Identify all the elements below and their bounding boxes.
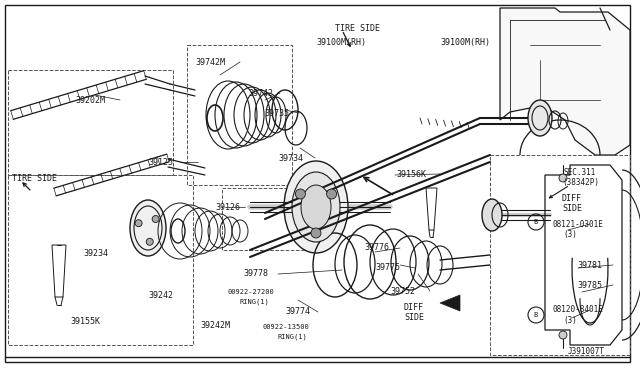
- Ellipse shape: [130, 200, 166, 256]
- Text: 00922-27200: 00922-27200: [227, 289, 274, 295]
- Text: 39781: 39781: [577, 260, 602, 269]
- Text: 00922-13500: 00922-13500: [263, 324, 310, 330]
- Text: 39156K: 39156K: [396, 170, 426, 179]
- Text: 39785: 39785: [577, 280, 602, 289]
- Circle shape: [311, 228, 321, 238]
- Ellipse shape: [528, 100, 552, 136]
- Text: B: B: [534, 312, 538, 318]
- Polygon shape: [500, 8, 630, 155]
- Ellipse shape: [284, 161, 348, 253]
- Text: 39202M: 39202M: [75, 96, 105, 105]
- Text: 08120-8401E: 08120-8401E: [553, 305, 604, 314]
- Circle shape: [152, 215, 159, 222]
- Circle shape: [559, 331, 567, 339]
- Text: 39752: 39752: [390, 286, 415, 295]
- Text: 39778: 39778: [243, 269, 268, 279]
- Text: SIDE: SIDE: [404, 314, 424, 323]
- Text: DIFF: DIFF: [562, 193, 582, 202]
- Circle shape: [559, 174, 567, 182]
- Text: B: B: [534, 219, 538, 225]
- Text: 39242: 39242: [148, 291, 173, 299]
- Text: 39125: 39125: [148, 157, 173, 167]
- Ellipse shape: [292, 172, 340, 242]
- Text: 39126: 39126: [215, 202, 240, 212]
- Text: (3): (3): [563, 315, 577, 324]
- Circle shape: [326, 189, 337, 199]
- Text: 39735: 39735: [264, 109, 289, 118]
- Text: RING(1): RING(1): [278, 334, 308, 340]
- Ellipse shape: [482, 199, 502, 231]
- Text: 39242M: 39242M: [200, 321, 230, 330]
- Text: (3): (3): [563, 230, 577, 238]
- Text: 08121-0301E: 08121-0301E: [553, 219, 604, 228]
- Text: DIFF: DIFF: [404, 304, 424, 312]
- Text: TIRE SIDE: TIRE SIDE: [335, 23, 380, 32]
- Circle shape: [135, 220, 142, 227]
- Circle shape: [296, 189, 305, 199]
- Text: SIDE: SIDE: [562, 203, 582, 212]
- Text: J391007T: J391007T: [568, 347, 605, 356]
- Text: 39776: 39776: [364, 244, 389, 253]
- Circle shape: [146, 238, 153, 245]
- Ellipse shape: [301, 185, 331, 229]
- Text: (38342P): (38342P): [562, 177, 599, 186]
- Text: 39100M(RH): 39100M(RH): [316, 38, 366, 46]
- Text: SEC.311: SEC.311: [564, 167, 596, 176]
- Text: 39742M: 39742M: [195, 58, 225, 67]
- Text: 39775: 39775: [375, 263, 400, 273]
- Text: TIRE SIDE: TIRE SIDE: [12, 173, 57, 183]
- Text: RING(1): RING(1): [240, 299, 269, 305]
- Text: 39100M(RH): 39100M(RH): [440, 38, 490, 46]
- Polygon shape: [440, 295, 460, 311]
- Text: 39234: 39234: [83, 248, 108, 257]
- Text: 39742: 39742: [248, 89, 273, 97]
- Text: 39774: 39774: [285, 308, 310, 317]
- Text: 39734: 39734: [278, 154, 303, 163]
- Text: 39155K: 39155K: [70, 317, 100, 327]
